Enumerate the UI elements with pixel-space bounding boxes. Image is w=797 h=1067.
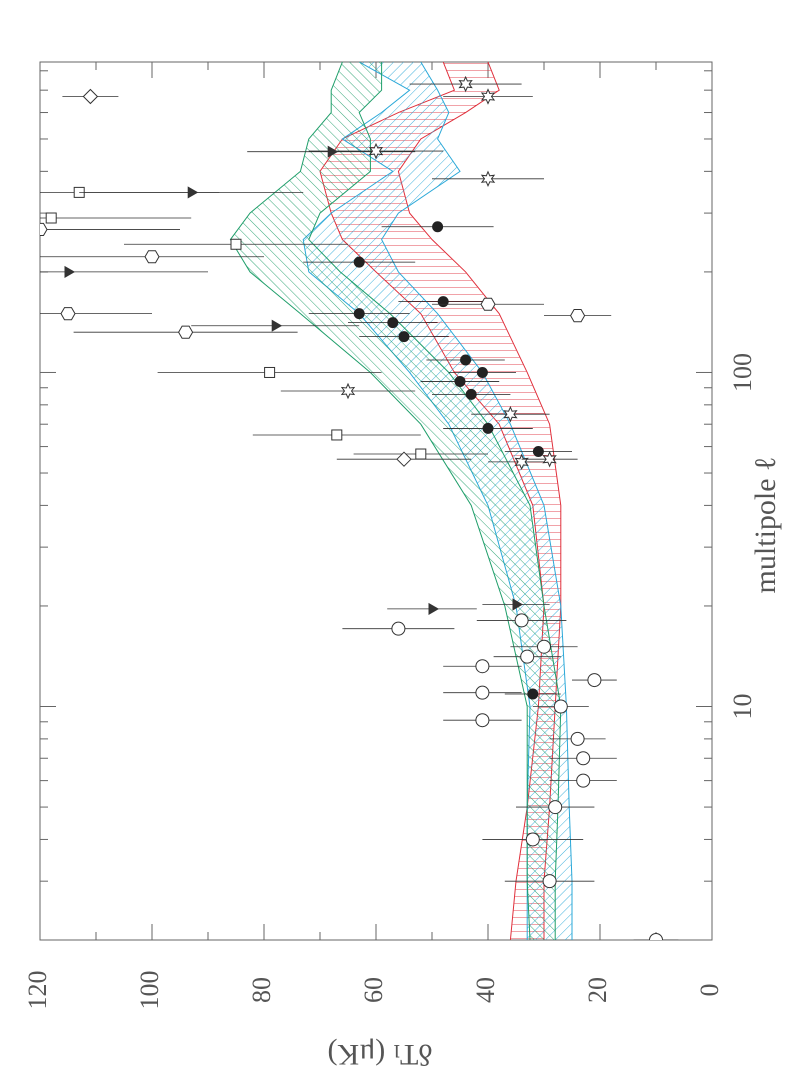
y-tick-label: 20 xyxy=(583,977,612,1003)
data-point xyxy=(396,451,412,467)
data-point xyxy=(60,307,76,321)
data-point xyxy=(532,445,544,457)
y-tick-label: 80 xyxy=(247,977,276,1003)
data-point xyxy=(458,75,473,93)
data-point xyxy=(480,88,496,105)
data-point xyxy=(398,331,410,343)
data-point xyxy=(465,388,477,400)
data-point xyxy=(520,649,535,664)
data-point xyxy=(64,265,75,278)
data-point xyxy=(480,170,496,188)
data-point xyxy=(230,238,242,250)
data-point xyxy=(576,751,591,766)
data-point xyxy=(503,405,518,423)
data-point xyxy=(82,88,99,105)
band-lower xyxy=(381,62,573,940)
data-point xyxy=(340,382,356,400)
y-tick-label: 0 xyxy=(695,984,724,997)
model-band xyxy=(303,62,572,940)
data-point xyxy=(460,354,472,366)
data-point xyxy=(548,800,563,815)
data-point xyxy=(40,222,48,236)
data-point xyxy=(649,933,663,940)
x-axis-label: multipole ℓ xyxy=(749,457,782,594)
data-point xyxy=(514,613,529,628)
data-point xyxy=(387,317,399,329)
y-tick-label: 60 xyxy=(359,977,388,1003)
data-point xyxy=(353,256,365,268)
data-point xyxy=(587,673,602,688)
data-point xyxy=(331,429,343,441)
data-point xyxy=(542,874,557,889)
data-point xyxy=(264,366,276,378)
data-point xyxy=(570,309,586,323)
data-point xyxy=(368,142,384,160)
data-point xyxy=(327,145,339,158)
data-point xyxy=(570,731,585,746)
data-point xyxy=(525,832,540,847)
data-point xyxy=(542,450,557,468)
data-point xyxy=(454,375,466,387)
band-upper xyxy=(229,62,531,940)
y-axis-label: δTₗ (μK) xyxy=(328,1038,433,1067)
data-point xyxy=(475,659,490,674)
model-band xyxy=(230,62,561,940)
y-tick-label: 100 xyxy=(135,971,164,1010)
data-point xyxy=(480,297,496,311)
data-point xyxy=(428,602,439,615)
x-tick-label: 10 xyxy=(728,694,757,720)
data-point xyxy=(415,448,427,460)
y-tick-label: 120 xyxy=(23,971,52,1010)
y-tick-label: 40 xyxy=(471,977,500,1003)
data-point xyxy=(514,453,529,471)
data-point xyxy=(271,319,283,332)
data-point xyxy=(391,621,406,636)
data-point xyxy=(475,685,490,700)
data-point xyxy=(512,598,523,611)
data-point xyxy=(178,325,194,339)
data-point xyxy=(437,296,449,308)
data-point xyxy=(187,186,199,199)
plot-area xyxy=(40,62,679,940)
data-point xyxy=(45,212,57,224)
data-point xyxy=(553,699,568,714)
data-point xyxy=(482,422,494,434)
data-point xyxy=(475,713,490,728)
data-point xyxy=(432,221,444,233)
data-point xyxy=(537,639,551,654)
x-tick-label: 100 xyxy=(728,353,757,392)
data-point xyxy=(576,773,591,788)
data-point xyxy=(527,688,539,700)
data-point xyxy=(353,308,365,320)
data-point xyxy=(476,366,488,378)
data-point xyxy=(144,250,160,264)
